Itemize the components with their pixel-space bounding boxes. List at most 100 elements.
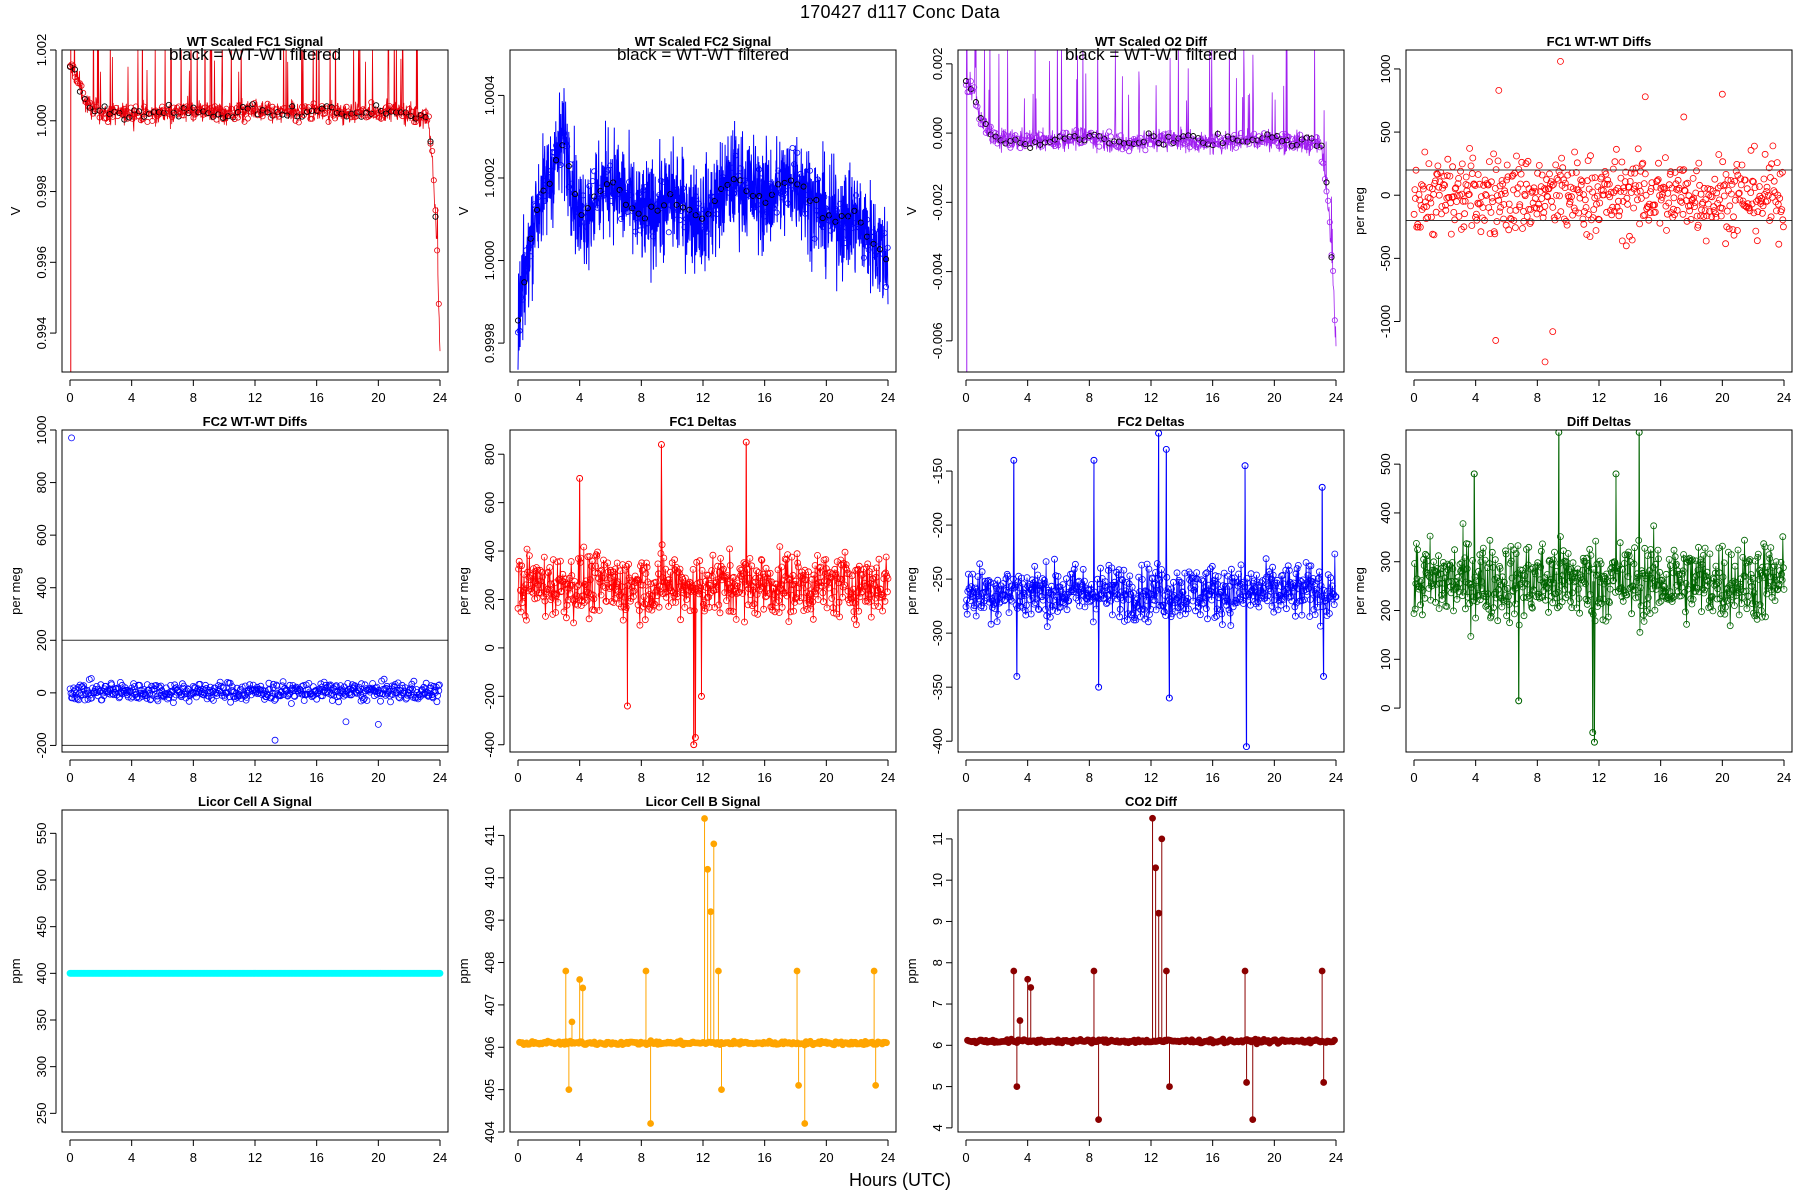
data-point [1226, 609, 1234, 617]
data-point [1722, 170, 1730, 178]
series-line [1413, 432, 1785, 743]
data-point [687, 587, 695, 595]
data-point [971, 84, 978, 91]
data-point [1535, 200, 1542, 208]
data-point [1741, 176, 1749, 184]
data-point [1435, 552, 1442, 560]
data-point [1459, 520, 1467, 527]
data-point [1779, 168, 1786, 176]
data-point [1312, 589, 1320, 597]
data-point [1688, 557, 1695, 565]
data-point [1516, 201, 1524, 209]
x-tick-label: 24 [433, 770, 447, 785]
data-point [1235, 570, 1242, 578]
data-point [1647, 188, 1654, 196]
data-point [1274, 606, 1282, 614]
data-point [1415, 191, 1423, 198]
data-point [1747, 189, 1755, 197]
data-point [1186, 144, 1193, 151]
data-point [985, 577, 993, 584]
data-point [1744, 592, 1752, 600]
data-point [603, 576, 611, 583]
data-point [209, 697, 217, 704]
data-point [1628, 610, 1635, 618]
data-point [527, 253, 534, 260]
data-point [585, 615, 593, 623]
data-point [1490, 590, 1498, 598]
data-point [1145, 565, 1153, 573]
data-point [1093, 136, 1100, 143]
data-point [1622, 242, 1630, 250]
data-point [87, 675, 95, 682]
data-point [883, 283, 890, 290]
data-point [1765, 551, 1773, 558]
data-point [1642, 191, 1650, 199]
data-point [1630, 204, 1637, 212]
data-point [853, 192, 860, 199]
data-point [680, 185, 687, 192]
data-point [983, 594, 991, 602]
x-tick-label: 0 [1410, 390, 1417, 405]
data-point [685, 587, 692, 595]
data-point [1691, 199, 1699, 207]
data-point [1279, 571, 1287, 579]
data-point [1280, 580, 1287, 588]
data-point [775, 609, 783, 616]
data-point [104, 119, 111, 126]
data-point [594, 204, 601, 211]
plot-area [962, 50, 1338, 372]
x-axis: 0 4 8 12 16 20 24 [66, 1139, 447, 1165]
data-point [721, 184, 728, 191]
data-point [1476, 596, 1484, 604]
data-point [1585, 211, 1592, 218]
data-point [594, 548, 601, 556]
spike-point [647, 1120, 654, 1127]
data-point [1715, 544, 1723, 552]
data-point [1548, 560, 1556, 568]
x-tick-label: 24 [881, 390, 895, 405]
data-point [1699, 552, 1707, 559]
data-point [1636, 628, 1644, 636]
data-point [524, 263, 531, 270]
data-point [1765, 164, 1773, 172]
panel-title: FC1 WT-WT Diffs [1547, 34, 1652, 49]
data-point [705, 593, 713, 601]
data-point [1289, 581, 1296, 588]
data-point [178, 112, 185, 119]
data-point [1757, 569, 1765, 577]
data-point [653, 211, 660, 218]
data-point [1452, 184, 1460, 192]
data-point [754, 610, 762, 618]
data-point [1500, 597, 1508, 605]
data-point [1493, 218, 1501, 225]
data-point [856, 224, 863, 231]
x-tick-label: 0 [514, 1150, 521, 1165]
data-point [546, 580, 554, 588]
data-point [1453, 198, 1460, 206]
data-point [979, 121, 986, 128]
data-point [1505, 601, 1513, 608]
data-point [548, 586, 555, 594]
data-point [1466, 144, 1473, 152]
data-point [1488, 178, 1495, 186]
data-point [1769, 142, 1777, 150]
data-point [1692, 588, 1699, 595]
data-point [848, 221, 855, 228]
data-point [379, 110, 386, 117]
data-point [654, 200, 661, 207]
data-point [1237, 130, 1244, 137]
data-point [276, 691, 284, 699]
data-point [1544, 193, 1552, 201]
data-point [793, 550, 801, 558]
data-point [1203, 569, 1211, 576]
data-point [654, 560, 662, 568]
spike-point [707, 908, 715, 916]
data-point [1532, 188, 1540, 196]
spike-lines [579, 442, 747, 745]
data-point [1457, 167, 1464, 175]
data-point [713, 211, 720, 218]
data-point [1250, 577, 1258, 585]
filtered-point [857, 219, 864, 226]
